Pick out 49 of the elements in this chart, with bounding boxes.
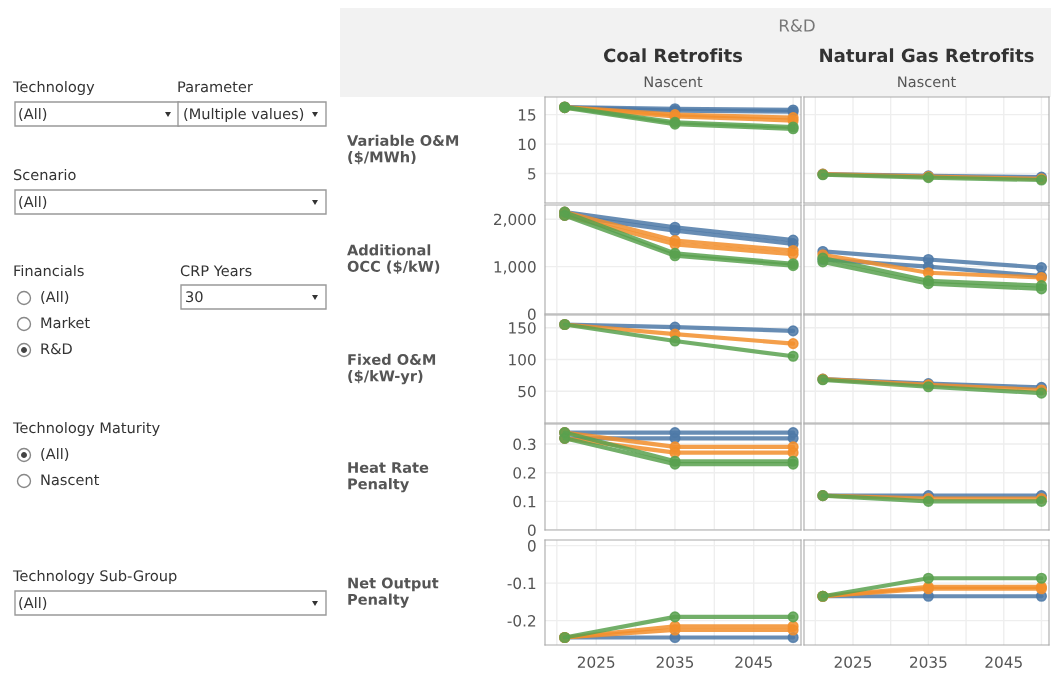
- text: (All): [19, 107, 47, 121]
- y-tick-label: 0: [527, 540, 536, 552]
- text: CRP Years: [180, 265, 252, 277]
- text: Technology: [12, 80, 95, 96]
- text: Market: [41, 316, 90, 329]
- text: 30: [186, 291, 203, 303]
- chart-subtitle: Nascent: [898, 76, 956, 88]
- y-tick-label: 5: [528, 168, 536, 180]
- text: (All): [41, 447, 69, 461]
- text: Technology Maturity: [12, 421, 160, 437]
- text: Scenario: [13, 168, 76, 181]
- chart-title: Natural Gas Retrofits: [820, 48, 1034, 63]
- y-tick-label: 0.1: [513, 495, 536, 508]
- text: R&D: [779, 19, 815, 32]
- x-tick-label: 2035: [910, 656, 947, 668]
- text: (All): [41, 290, 69, 304]
- y-tick-label: 10: [518, 138, 536, 151]
- y-tick-label: 0: [527, 308, 536, 321]
- y-axis-title: Variable O&M ($/MWh): [347, 134, 459, 165]
- y-tick-label: 0: [527, 524, 536, 537]
- y-tick-label: -0.1: [507, 577, 536, 590]
- y-axis-title: Additional OCC ($/kW): [347, 244, 440, 274]
- y-tick-label: -0.2: [507, 615, 536, 627]
- x-tick-label: 2045: [985, 656, 1022, 668]
- text: Financials: [14, 264, 84, 277]
- text: (All): [19, 195, 47, 209]
- y-tick-label: 1,000: [494, 261, 536, 275]
- y-tick-label: 2,000: [494, 213, 536, 227]
- text: (Multiple values): [184, 107, 304, 123]
- y-tick-label: 0.3: [513, 438, 536, 451]
- text: Parameter: [178, 81, 253, 93]
- y-tick-label: 150: [509, 322, 536, 334]
- text: R&D: [41, 343, 72, 355]
- x-tick-label: 2035: [656, 656, 694, 668]
- x-tick-label: 2025: [834, 656, 872, 668]
- y-tick-label: 0.2: [513, 467, 536, 479]
- text: (All): [19, 596, 47, 610]
- text: Nascent: [41, 474, 100, 486]
- y-tick-label: 15: [518, 109, 536, 121]
- y-axis-title: Heat Rate Penalty: [348, 462, 429, 493]
- y-axis-title: Net Output Penalty: [348, 577, 439, 608]
- x-tick-label: 2045: [735, 656, 772, 668]
- y-tick-label: 100: [509, 353, 536, 366]
- chart-title: Coal Retrofits: [603, 48, 743, 63]
- chart-subtitle: Nascent: [644, 76, 703, 88]
- y-axis-title: Fixed O&M ($/kW-yr): [348, 353, 436, 385]
- y-tick-label: 50: [518, 385, 536, 398]
- x-tick-label: 2025: [577, 656, 615, 668]
- text: Technology Sub-Group: [12, 569, 177, 585]
